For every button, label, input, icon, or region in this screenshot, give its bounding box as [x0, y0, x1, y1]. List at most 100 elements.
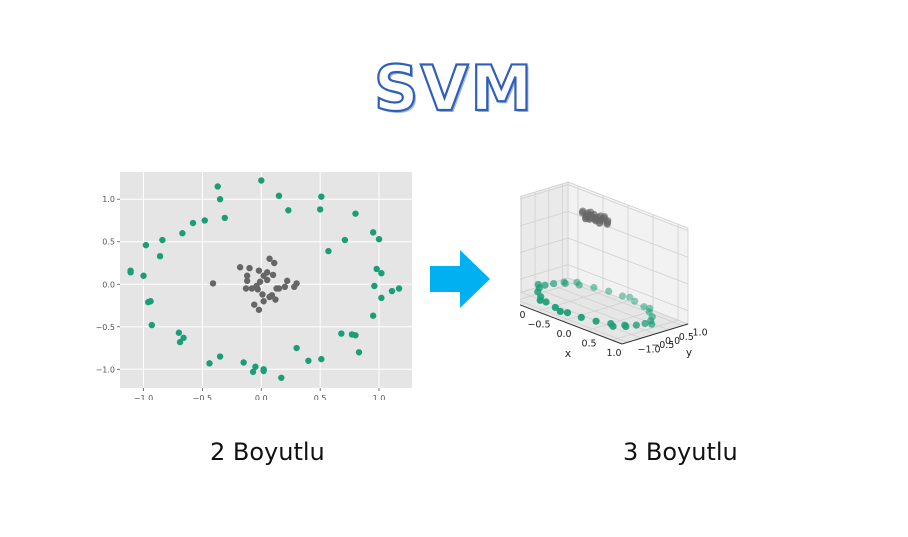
y-tick-label: 1.0 — [102, 195, 115, 204]
outer-ring-point — [175, 329, 183, 336]
inner-cluster-point — [236, 264, 244, 271]
inner-cluster-point — [243, 272, 251, 279]
x-tick-label: 0.5 — [314, 394, 327, 400]
y-axis-label: y — [686, 347, 692, 359]
inner-cluster-point — [269, 271, 277, 279]
outer-ring-point-3d — [626, 293, 634, 301]
outer-ring-point — [293, 344, 300, 352]
outer-ring-point-3d — [631, 297, 639, 305]
inner-cluster-point — [259, 291, 266, 298]
inner-cluster-point — [248, 285, 256, 292]
x-tick-label: 0.0 — [255, 394, 268, 400]
outer-ring-point — [373, 265, 380, 273]
y-tick-label: −0.5 — [651, 340, 674, 351]
outer-ring-point — [278, 374, 285, 381]
outer-ring-point — [221, 214, 228, 222]
outer-ring-point — [318, 355, 325, 363]
x-tick-label: −1.0 — [520, 310, 526, 321]
inner-cluster-point — [266, 255, 273, 262]
outer-ring-point-3d — [551, 303, 559, 312]
outer-ring-point — [371, 282, 378, 290]
arrow-shape — [430, 250, 490, 308]
inner-cluster-point-3d — [600, 212, 608, 221]
outer-ring-point — [180, 334, 187, 342]
back-gridline — [567, 237, 689, 285]
outer-ring-point — [341, 236, 349, 244]
outer-ring-point-3d — [640, 303, 648, 311]
y-tick-label: 0.0 — [665, 336, 680, 347]
x-axis-label: x — [565, 348, 571, 360]
y-tick-label: 0.0 — [102, 280, 115, 289]
outer-ring-point-3d — [556, 307, 564, 316]
inner-cluster-point — [242, 285, 250, 292]
caption-2d: 2 Boyutlu — [210, 438, 325, 466]
outer-ring-point-3d — [607, 319, 615, 328]
outer-ring-point-3d — [541, 281, 549, 289]
x-tick-label: −0.5 — [527, 319, 550, 330]
inner-cluster-point — [255, 306, 263, 313]
outer-ring-point — [127, 267, 134, 274]
outer-ring-point-3d — [632, 321, 640, 329]
outer-ring-point — [388, 287, 396, 295]
inner-cluster-point — [263, 276, 271, 284]
outer-ring-point-3d — [641, 319, 649, 328]
outer-ring-point — [216, 353, 224, 360]
side-gridline — [520, 210, 569, 227]
side-gridline — [520, 264, 569, 280]
floor-gridline — [520, 300, 628, 343]
outer-ring-point-3d — [560, 278, 568, 286]
x-axis-line — [520, 304, 623, 345]
y-tick-label: −0.5 — [96, 323, 115, 332]
outer-ring-point — [147, 298, 154, 305]
inner-cluster-point — [253, 282, 260, 290]
outer-ring-point-3d — [590, 283, 598, 292]
y-tick-label: 0.5 — [679, 332, 694, 343]
inner-cluster-point — [293, 280, 300, 287]
outer-ring-point-3d — [573, 278, 581, 286]
outer-ring-point — [216, 196, 224, 203]
inner-cluster-point-3d — [586, 208, 595, 216]
outer-ring-point — [252, 363, 259, 370]
outer-ring-point-3d — [618, 292, 627, 300]
inner-cluster-point — [255, 267, 263, 274]
x-tick-label: 0.5 — [581, 339, 596, 350]
x-tick-label: 1.0 — [606, 348, 621, 359]
outer-ring-point — [240, 359, 247, 366]
outer-ring-point-3d — [563, 309, 572, 317]
y-tick-label: −1.0 — [96, 365, 115, 374]
outer-ring-point-3d — [550, 279, 558, 288]
outer-ring-point-3d — [605, 287, 613, 295]
outer-ring-point — [338, 330, 345, 337]
outer-ring-point — [395, 285, 403, 292]
inner-cluster-point — [273, 285, 280, 292]
right-arrow-icon — [430, 250, 490, 308]
outer-ring-point — [156, 252, 164, 260]
inner-cluster-point — [251, 301, 258, 308]
floor-gridline — [562, 279, 683, 327]
outer-ring-point — [285, 207, 292, 214]
x-tick-label: 1.0 — [373, 394, 386, 400]
outer-ring-point — [378, 294, 385, 302]
inner-cluster-point — [260, 298, 267, 305]
caption-3d: 3 Boyutlu — [623, 438, 738, 466]
outer-ring-point — [258, 177, 265, 184]
x-tick-label: −0.5 — [193, 394, 212, 400]
outer-ring-point — [249, 368, 257, 376]
outer-ring-point — [142, 241, 150, 249]
outer-ring-point-3d — [577, 313, 585, 321]
chart-2d: −1.0 −0.5 0.0 0.5 1.0 −1.0 −0.5 0.0 0.5 1.0 — [96, 172, 412, 400]
outer-ring-point — [140, 272, 147, 279]
outer-ring-point — [369, 312, 377, 319]
inner-cluster-point — [272, 296, 279, 303]
side-gridline — [520, 184, 569, 200]
outer-ring-point-3d — [542, 298, 550, 306]
inner-cluster-point — [283, 277, 291, 285]
outer-ring-point — [214, 183, 221, 190]
outer-ring-point — [378, 269, 385, 277]
inner-cluster-point — [256, 278, 264, 285]
inner-cluster-point — [268, 292, 276, 299]
side-gridline — [520, 237, 569, 253]
inner-cluster-point — [281, 283, 289, 291]
outer-ring-point — [305, 357, 312, 364]
outer-ring-point — [176, 338, 184, 346]
